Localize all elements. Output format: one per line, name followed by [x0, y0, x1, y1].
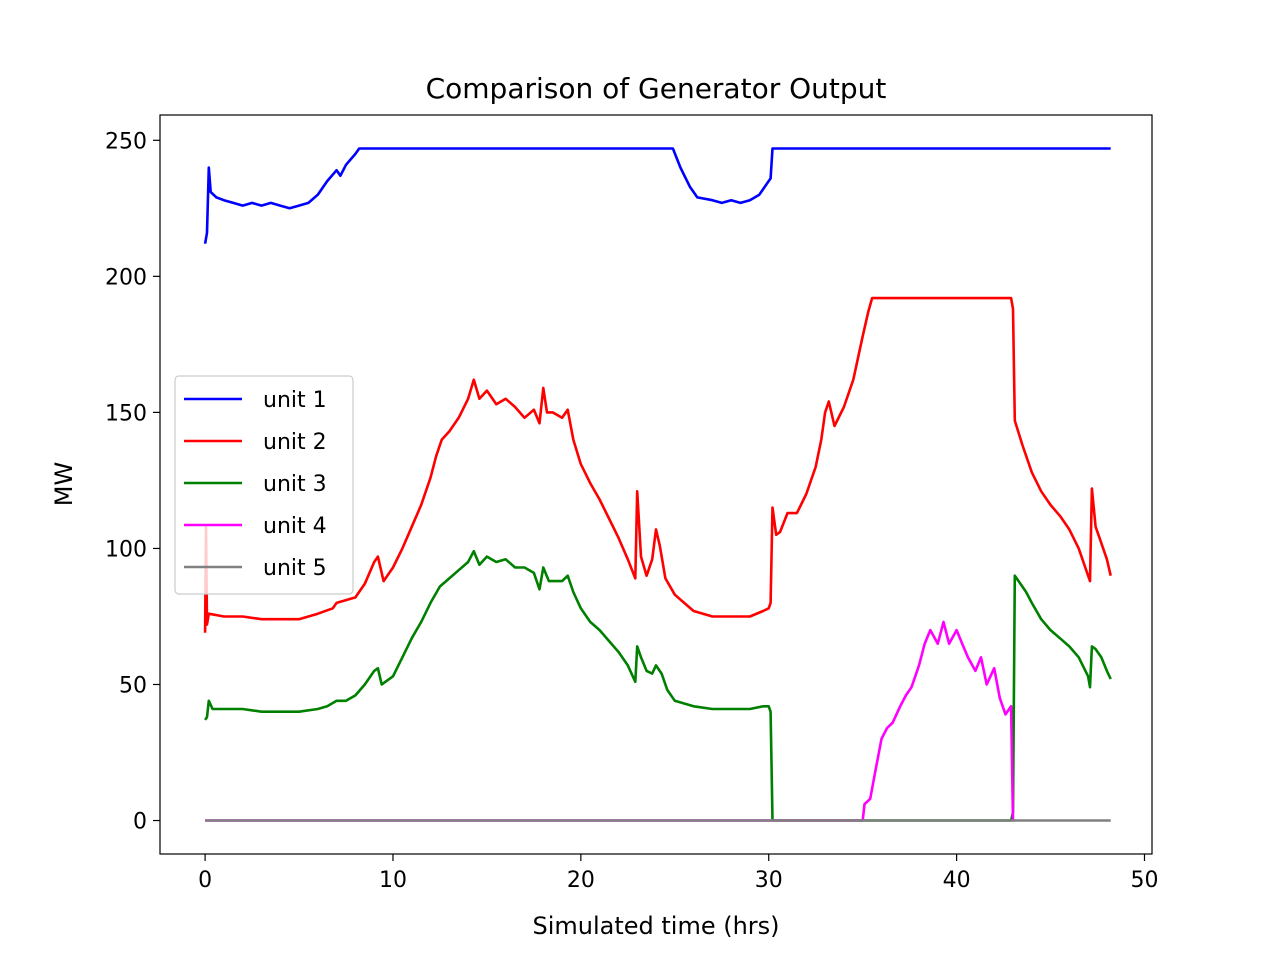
x-tick-label: 50 — [1130, 868, 1158, 893]
y-tick-label: 200 — [105, 265, 147, 290]
y-tick-label: 250 — [105, 129, 147, 154]
ticks-layer: 0 10 20 30 40 50 0 50 100 150 200 250 — [105, 129, 1158, 893]
legend-label: unit 5 — [263, 556, 327, 581]
x-tick-label: 0 — [198, 868, 212, 893]
chart-title: Comparison of Generator Output — [426, 72, 887, 105]
series-line-unit-4 — [205, 620, 1015, 822]
y-tick-label: 100 — [105, 537, 147, 562]
legend: unit 1 unit 2 unit 3 unit 4 unit 5 — [174, 375, 354, 595]
series-line-unit-2 — [203, 296, 1112, 633]
legend-label: unit 2 — [263, 430, 327, 455]
legend-label: unit 1 — [263, 388, 327, 413]
series-line-unit-3 — [204, 549, 1112, 822]
x-tick-label: 10 — [379, 868, 407, 893]
y-tick-label: 0 — [133, 810, 147, 835]
legend-label: unit 4 — [263, 514, 327, 539]
y-tick-label: 50 — [119, 673, 147, 698]
series-layer — [203, 147, 1112, 822]
series-line-unit-1 — [203, 147, 1111, 244]
x-axis-label: Simulated time (hrs) — [532, 912, 779, 940]
y-axis-label: MW — [50, 462, 78, 506]
legend-frame — [174, 375, 354, 595]
x-tick-label: 40 — [943, 868, 971, 893]
plot-frame — [159, 114, 1153, 855]
x-tick-label: 20 — [567, 868, 595, 893]
legend-label: unit 3 — [263, 472, 327, 497]
x-tick-label: 30 — [755, 868, 783, 893]
y-tick-label: 150 — [105, 401, 147, 426]
